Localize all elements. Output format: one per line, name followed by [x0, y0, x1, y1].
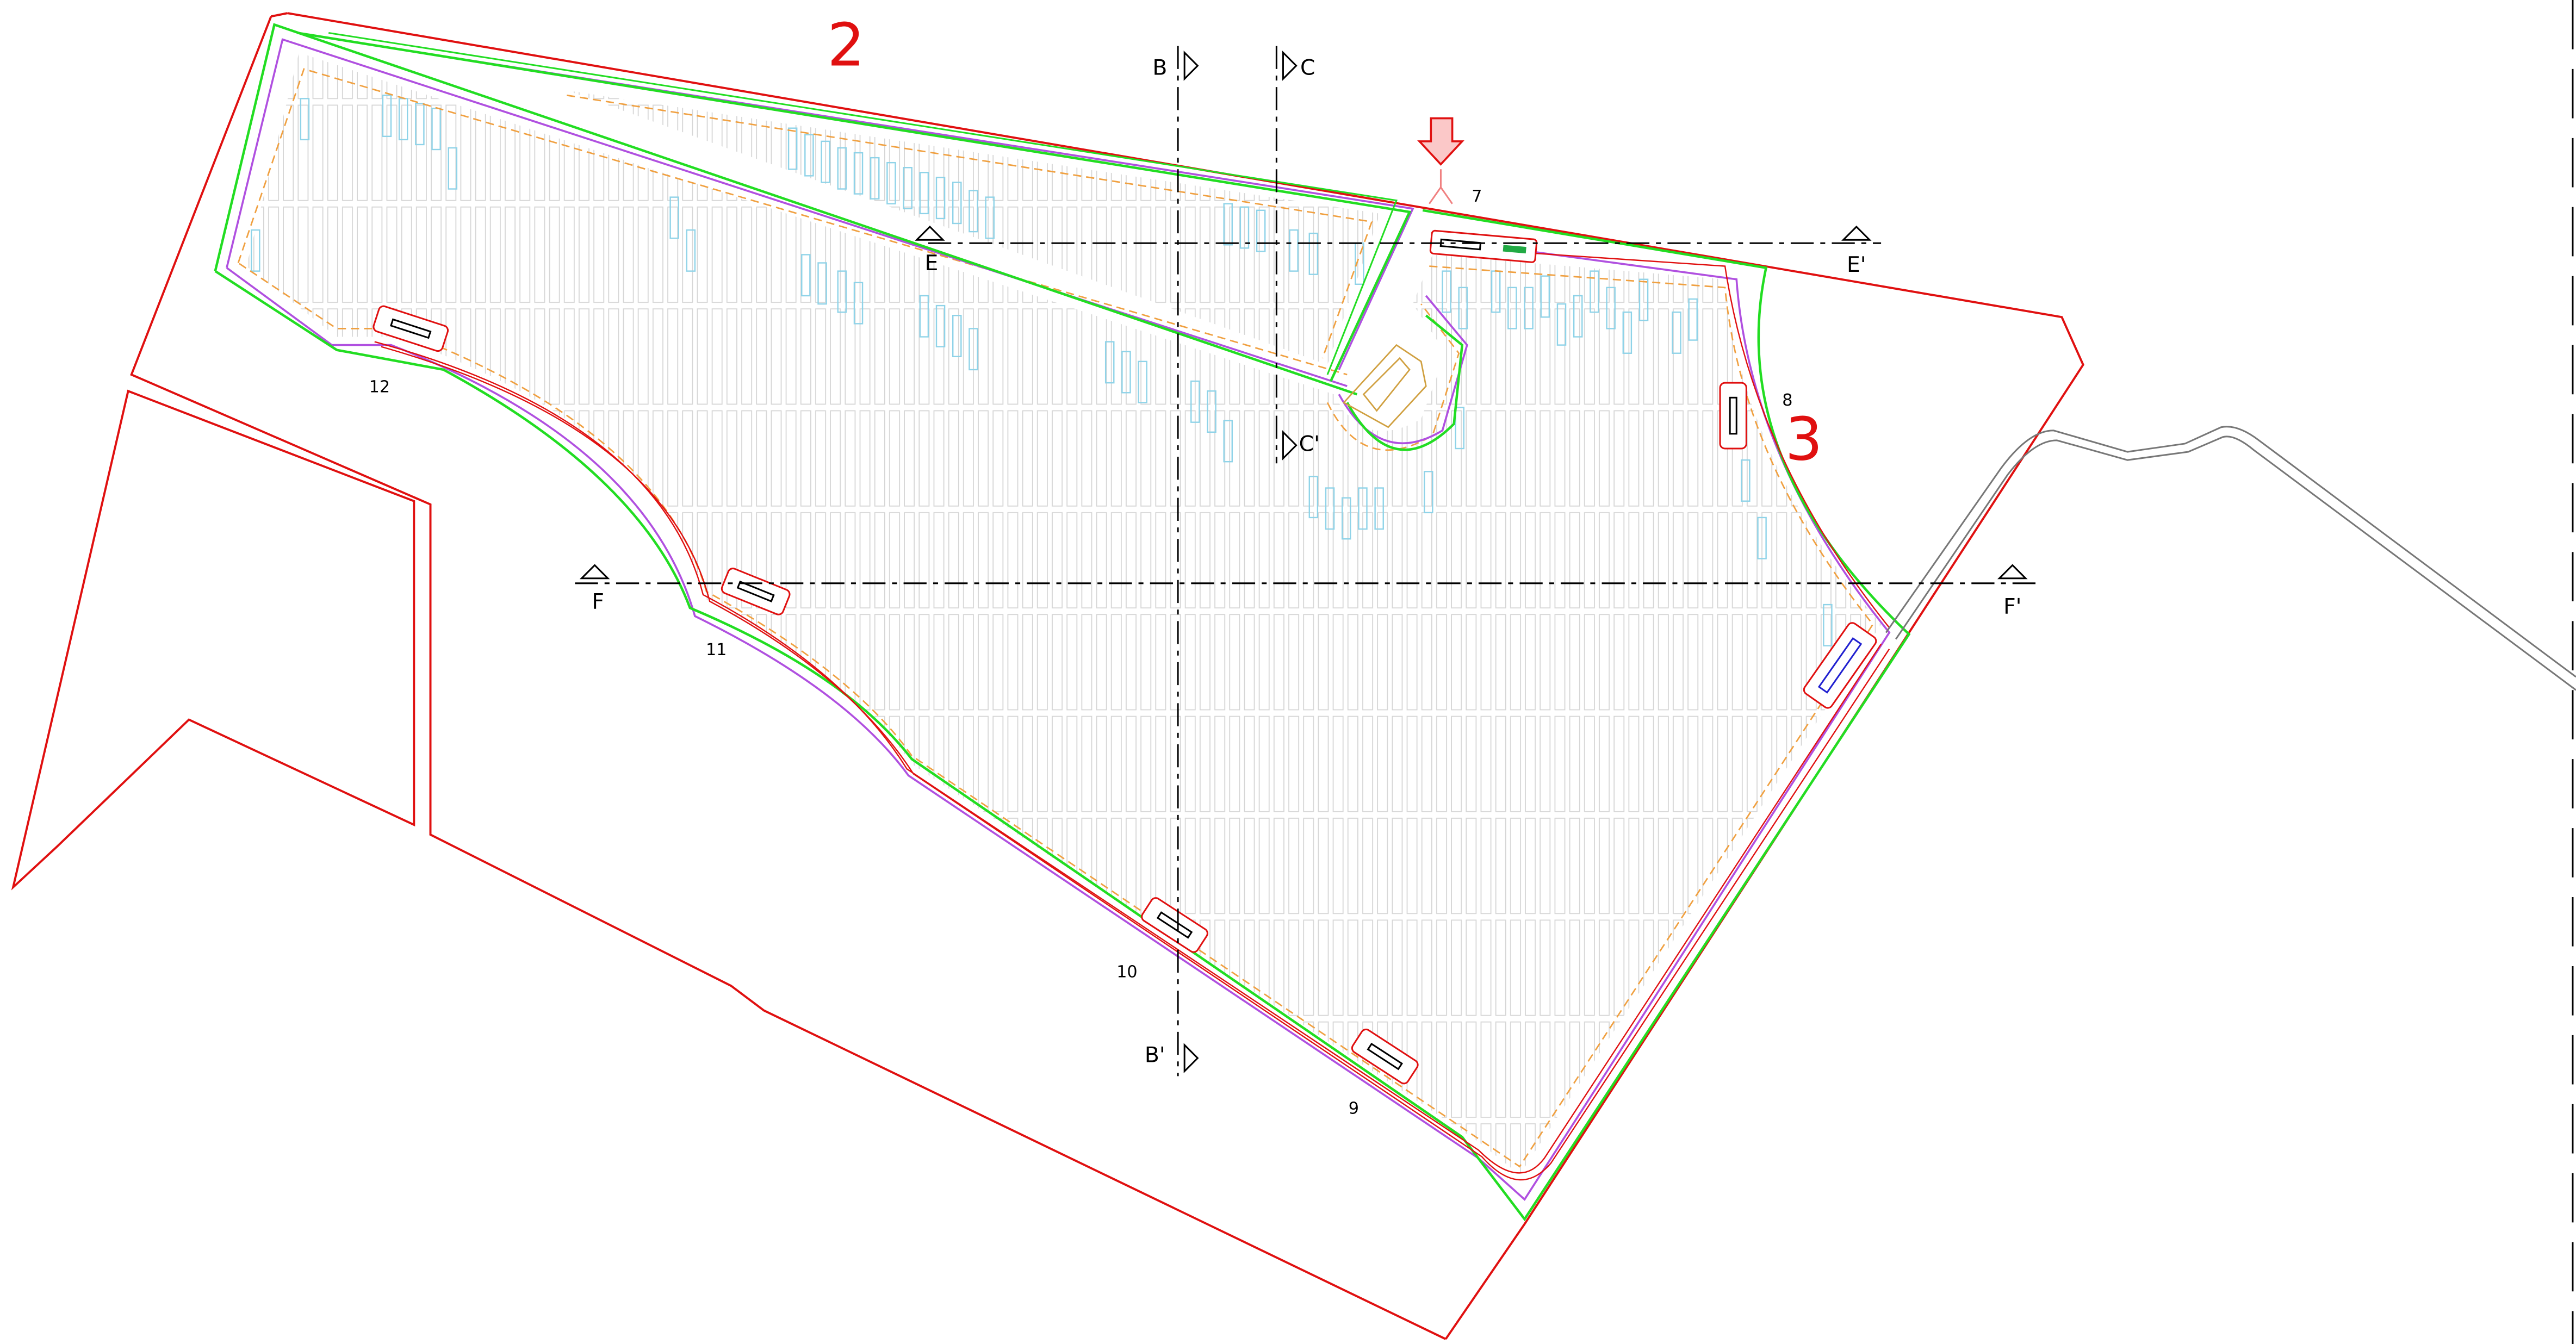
station-label: 7 [1472, 187, 1482, 206]
section-marker [2000, 565, 2026, 578]
page: Site plan {"zones":{"north":"2","east":"… [0, 0, 2576, 1344]
body: 2 3 7 8 9 10 11 12 B B' C C' E E' F F' (… [0, 0, 2576, 1344]
station-label: 10 [1116, 963, 1137, 982]
pv-field [246, 53, 1881, 1175]
section-label: B [1152, 55, 1167, 80]
section-marker [1184, 53, 1197, 79]
section-marker [1283, 53, 1296, 79]
section-marker [581, 565, 607, 578]
station-label: 8 [1782, 391, 1792, 410]
entrance-arrow [1429, 169, 1452, 203]
entrance-arrow [1419, 119, 1462, 165]
section-marker [1843, 227, 1870, 240]
substation [1344, 345, 1426, 427]
section-label: F' [2003, 595, 2021, 619]
access-road [1886, 427, 2576, 690]
station-label: 12 [369, 378, 390, 397]
site-plan: 2 3 7 8 9 10 11 12 B B' C C' E E' F F' [0, 0, 2576, 1344]
entrance-arrow [1419, 119, 1462, 204]
section-label: C [1300, 55, 1315, 80]
parcel-boundary [13, 391, 414, 887]
zone-label: 3 [1785, 405, 1823, 474]
access-road [1886, 427, 2576, 677]
section-label: F [592, 590, 604, 614]
access-road [1896, 437, 2576, 690]
section-label: E [925, 251, 939, 276]
section-marker [1184, 1045, 1197, 1071]
station-label: 9 [1349, 1099, 1359, 1118]
section-label: C' [1299, 432, 1320, 456]
section-marker [917, 227, 943, 240]
parcel-boundary [271, 13, 287, 16]
substation [1344, 345, 1426, 427]
station [1720, 383, 1746, 449]
substation [1363, 358, 1410, 411]
zone-label: 2 [827, 10, 865, 79]
station-label: 11 [706, 640, 727, 659]
station [1720, 383, 1746, 449]
section-label: B' [1145, 1043, 1165, 1068]
section-label: E' [1847, 253, 1866, 277]
